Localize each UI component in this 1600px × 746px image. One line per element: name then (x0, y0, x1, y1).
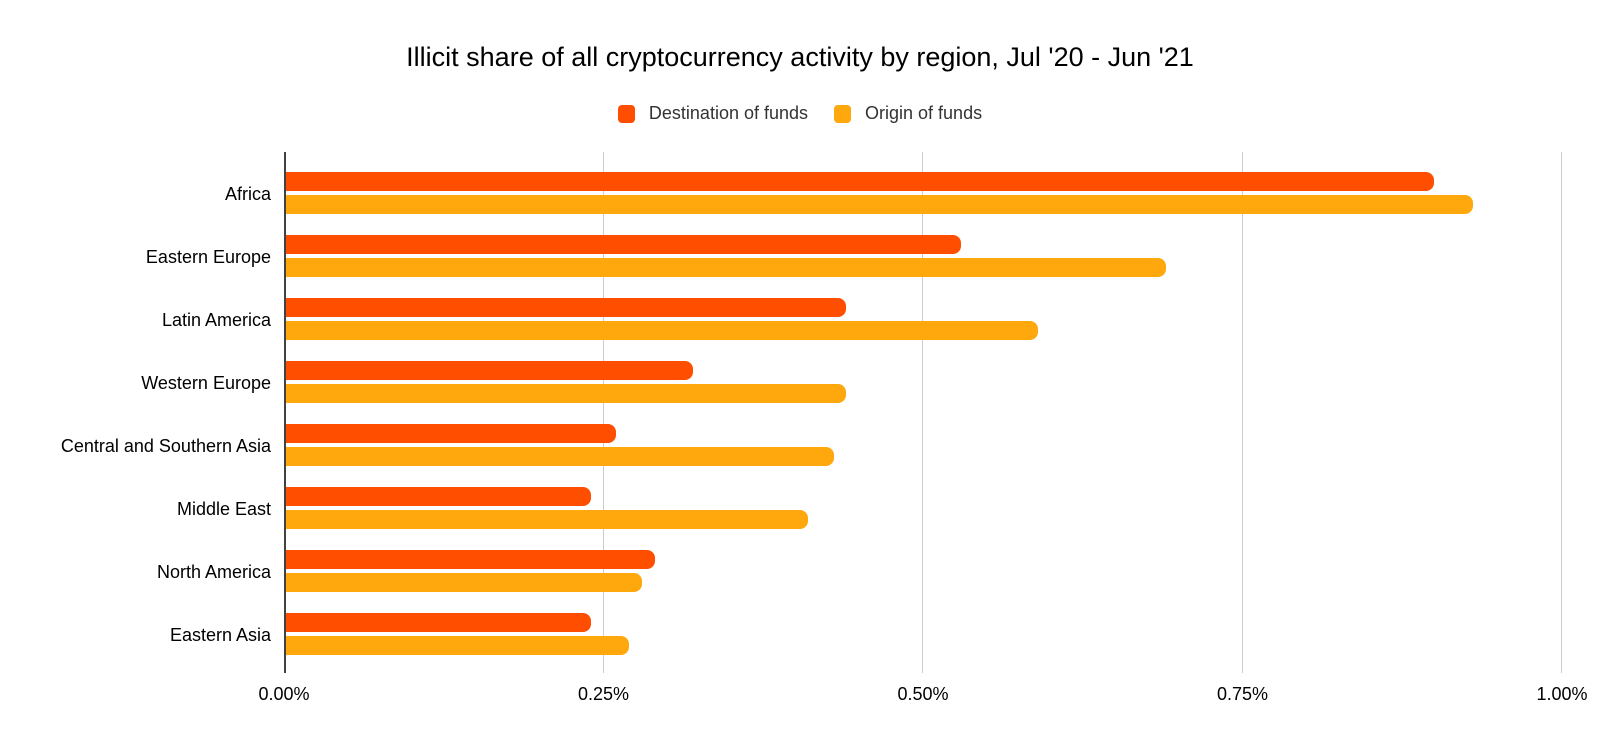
bar-destination (284, 235, 962, 254)
category-label: Eastern Europe (145, 246, 271, 267)
category-label: Eastern Asia (169, 624, 271, 645)
bar-destination (284, 298, 847, 317)
chart-title: Illicit share of all cryptocurrency acti… (406, 42, 1194, 72)
x-tick-label: 0.75% (1216, 684, 1269, 704)
x-tick-label: 1.00% (1536, 684, 1588, 704)
category-axis-labels: Africa Eastern Europe Latin America Western… (0, 152, 271, 673)
bar-destination (284, 550, 655, 569)
x-tick-label: 0.50% (897, 684, 949, 704)
gridline (1241, 152, 1243, 673)
bar-origin (284, 573, 642, 592)
bar-destination (284, 613, 591, 632)
bar-origin (284, 447, 834, 466)
bar-destination (284, 487, 591, 506)
bar-origin (284, 636, 630, 655)
bar-origin (284, 195, 1473, 214)
legend-label: Origin of funds (865, 103, 983, 123)
chart-legend: Destination of funds Origin of funds (0, 103, 1600, 124)
legend-item-destination: Destination of funds (617, 103, 809, 124)
gridline (1561, 152, 1562, 673)
legend-label: Destination of funds (648, 103, 809, 123)
bar-destination (284, 172, 1435, 191)
value-axis-labels: 0.00% 0.25% 0.50% 0.75% 1.00% (258, 682, 1587, 706)
legend-swatch-icon (617, 104, 635, 123)
plot-area (284, 152, 1562, 673)
category-label: Middle East (176, 498, 271, 519)
bar-origin (284, 510, 808, 529)
category-label: Central and Southern Asia (60, 435, 271, 456)
legend-swatch-icon (834, 104, 852, 123)
x-tick-label: 0.25% (577, 684, 630, 704)
bar-origin (284, 258, 1166, 277)
bar-origin (284, 321, 1039, 340)
legend-item-origin: Origin of funds (834, 103, 982, 124)
bar-origin (284, 384, 847, 403)
category-label: Western Europe (141, 372, 271, 393)
baseline-axis (284, 152, 286, 673)
gridline (602, 152, 604, 673)
gridline (922, 152, 923, 673)
x-tick-label: 0.00% (258, 684, 310, 704)
bar-destination (284, 361, 693, 380)
category-label: North America (156, 561, 271, 582)
category-label: Africa (224, 183, 271, 204)
bar-destination (284, 424, 617, 443)
category-label: Latin America (161, 309, 271, 330)
